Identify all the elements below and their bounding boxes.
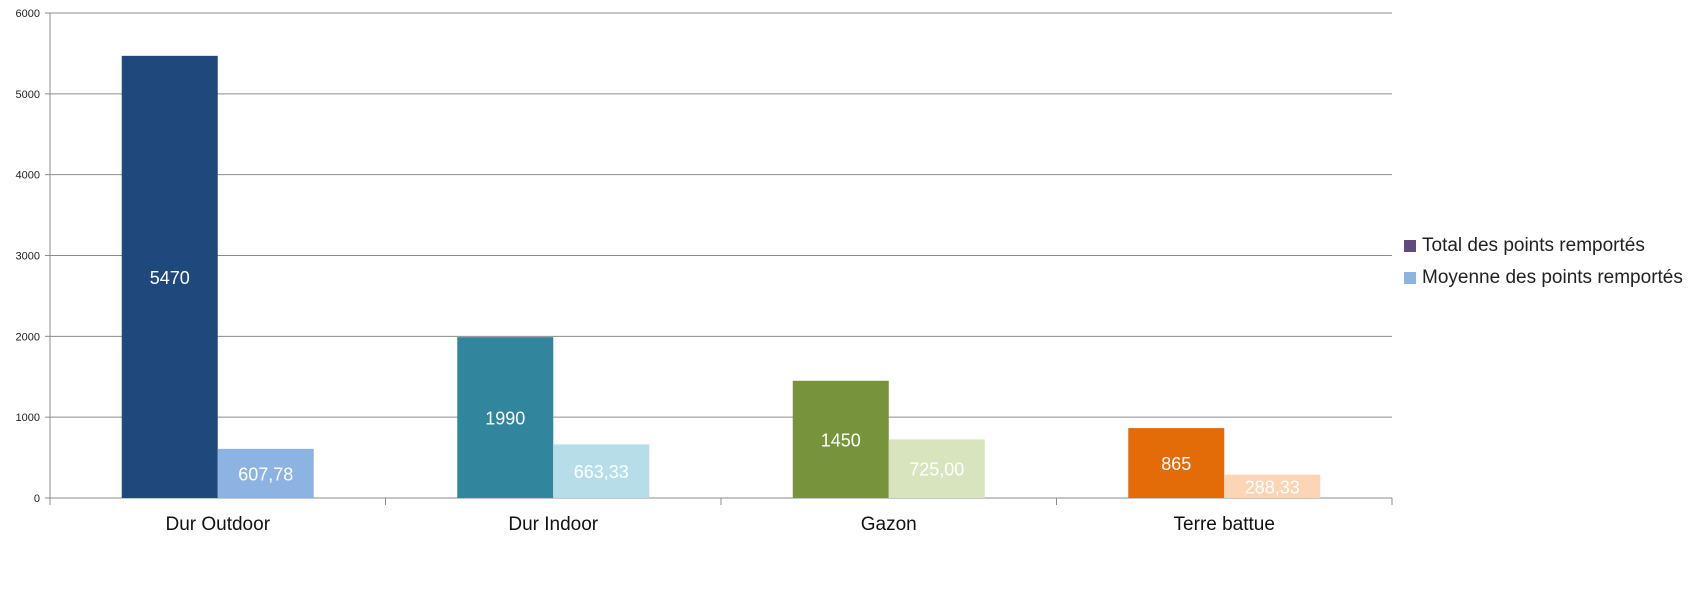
y-tick-label: 5000 bbox=[16, 89, 40, 101]
legend-item-moyenne: Moyenne des points remportés bbox=[1404, 262, 1683, 294]
y-tick-label: 0 bbox=[34, 493, 40, 505]
data-label: 288,33 bbox=[1245, 477, 1300, 497]
bar-chart: 0 1000 2000 3000 4000 5000 6000 5470 607,78 Dur O… bbox=[16, 8, 1393, 535]
legend-label-moyenne: Moyenne des points remportés bbox=[1422, 267, 1683, 288]
y-tick-label: 3000 bbox=[16, 251, 40, 263]
legend-label-total: Total des points remportés bbox=[1422, 235, 1645, 256]
x-category-label: Dur Outdoor bbox=[165, 514, 270, 535]
data-label: 663,33 bbox=[574, 462, 629, 482]
data-label: 865 bbox=[1161, 454, 1191, 474]
bar-total bbox=[1128, 428, 1225, 498]
y-tick-label: 1000 bbox=[16, 412, 40, 424]
bar-total bbox=[121, 55, 218, 498]
bar-moyenne bbox=[553, 444, 650, 498]
x-category-label: Terre battue bbox=[1174, 514, 1275, 535]
bar-moyenne bbox=[217, 448, 314, 498]
data-label: 1990 bbox=[485, 409, 525, 429]
bar-total bbox=[792, 380, 889, 498]
x-category-label: Dur Indoor bbox=[508, 514, 598, 535]
y-tick-label: 6000 bbox=[16, 8, 40, 20]
y-tick-label: 2000 bbox=[16, 331, 40, 343]
legend-item-total: Total des points remportés bbox=[1404, 230, 1683, 262]
data-label: 1450 bbox=[821, 430, 861, 450]
data-label: 607,78 bbox=[238, 464, 293, 484]
data-label: 5470 bbox=[150, 268, 190, 288]
y-tick-label: 4000 bbox=[16, 170, 40, 182]
legend: Total des points remportés Moyenne des p… bbox=[1404, 230, 1683, 294]
bar-moyenne bbox=[888, 439, 985, 498]
bar-total bbox=[457, 337, 554, 498]
bar-moyenne bbox=[1224, 474, 1321, 498]
data-label: 725,00 bbox=[909, 460, 964, 480]
x-category-label: Gazon bbox=[861, 514, 917, 535]
legend-swatch-moyenne bbox=[1404, 272, 1416, 284]
legend-swatch-total bbox=[1404, 240, 1416, 252]
